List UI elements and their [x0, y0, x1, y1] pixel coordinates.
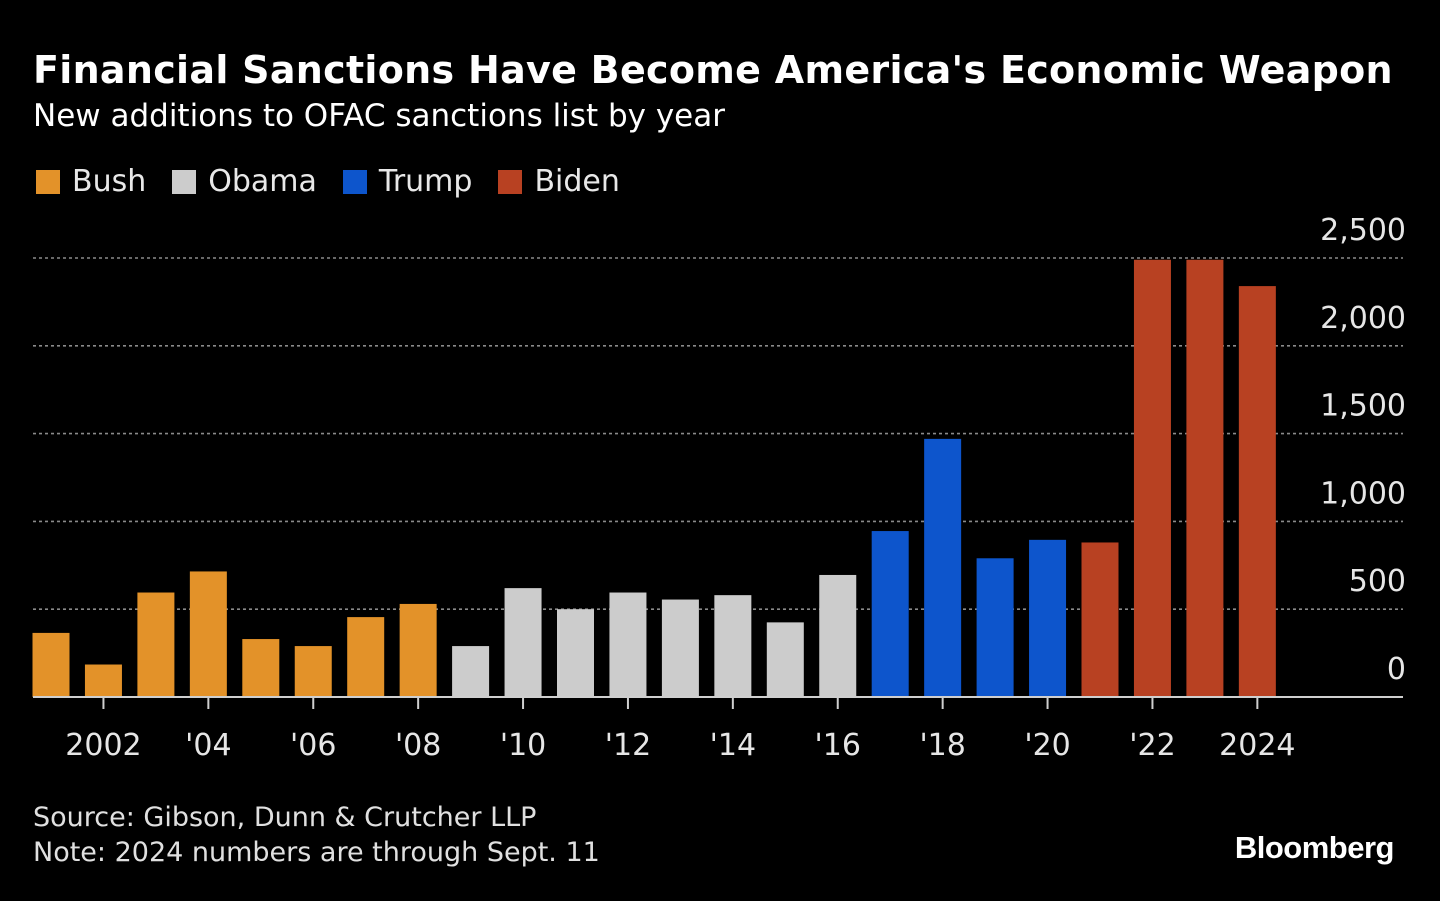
y-tick-label: 2,500 [1320, 213, 1406, 248]
bar-bush-2007 [347, 617, 385, 697]
bar-obama-2010 [504, 588, 542, 697]
legend-label-trump: Trump [378, 164, 473, 199]
bar-bush-2003 [137, 592, 175, 697]
bar-obama-2012 [609, 592, 647, 697]
bloomberg-logo: Bloomberg [1234, 830, 1395, 865]
bar-biden-2021 [1081, 542, 1119, 697]
chart-subtitle: New additions to OFAC sanctions list by … [33, 98, 725, 134]
legend-item-bush: Bush [36, 164, 146, 199]
bar-bush-2001 [32, 632, 70, 697]
bar-bush-2002 [84, 664, 122, 697]
bar-biden-2024 [1238, 286, 1276, 697]
x-tick-label: '20 [1024, 728, 1070, 763]
legend-item-trump: Trump [342, 164, 473, 199]
footnote: Note: 2024 numbers are through Sept. 11 [33, 837, 600, 868]
y-tick-label: 1,000 [1320, 476, 1406, 511]
x-tick-label: '16 [815, 728, 861, 763]
bar-trump-2019 [976, 558, 1014, 697]
bar-obama-2016 [819, 574, 857, 697]
legend-item-obama: Obama [172, 164, 317, 199]
bar-trump-2020 [1029, 539, 1067, 697]
legend-label-biden: Biden [534, 164, 620, 199]
bar-bush-2004 [189, 571, 227, 697]
x-tick-label: '08 [395, 728, 441, 763]
y-tick-label: 0 [1387, 652, 1406, 687]
bar-obama-2011 [557, 609, 594, 697]
x-tick-label: '14 [710, 728, 756, 763]
x-tick-label: '22 [1129, 728, 1175, 763]
bar-obama-2013 [661, 599, 699, 697]
bar-obama-2009 [452, 646, 490, 697]
x-tick-label: '12 [605, 728, 651, 763]
bar-trump-2018 [924, 438, 962, 697]
legend-label-obama: Obama [208, 164, 317, 199]
bar-biden-2023 [1186, 259, 1224, 697]
legend-swatch-bush [36, 169, 60, 194]
bar-trump-2017 [871, 531, 909, 697]
source-note: Source: Gibson, Dunn & Crutcher LLP [33, 802, 537, 833]
y-tick-label: 2,000 [1320, 301, 1406, 336]
bar-biden-2022 [1133, 259, 1171, 697]
legend-label-bush: Bush [72, 164, 147, 199]
chart-title: Financial Sanctions Have Become America'… [33, 48, 1393, 92]
legend: Bush Obama Trump Biden [36, 164, 646, 199]
x-tick-label: 2002 [65, 728, 141, 763]
x-tick-label: '10 [500, 728, 546, 763]
bar-bush-2005 [242, 639, 280, 697]
bar-bush-2006 [294, 646, 332, 697]
legend-item-biden: Biden [498, 164, 620, 199]
legend-swatch-trump [342, 169, 367, 194]
legend-swatch-obama [172, 169, 197, 194]
x-tick-label: '18 [919, 728, 965, 763]
bar-obama-2014 [714, 595, 752, 697]
x-tick-label: '06 [290, 728, 336, 763]
bar-bush-2008 [399, 603, 437, 697]
y-tick-label: 500 [1349, 564, 1406, 599]
bar-obama-2015 [766, 622, 804, 697]
y-tick-label: 1,500 [1320, 389, 1406, 424]
x-tick-label: 2024 [1219, 728, 1295, 763]
x-tick-label: '04 [185, 728, 231, 763]
legend-swatch-biden [498, 169, 523, 194]
